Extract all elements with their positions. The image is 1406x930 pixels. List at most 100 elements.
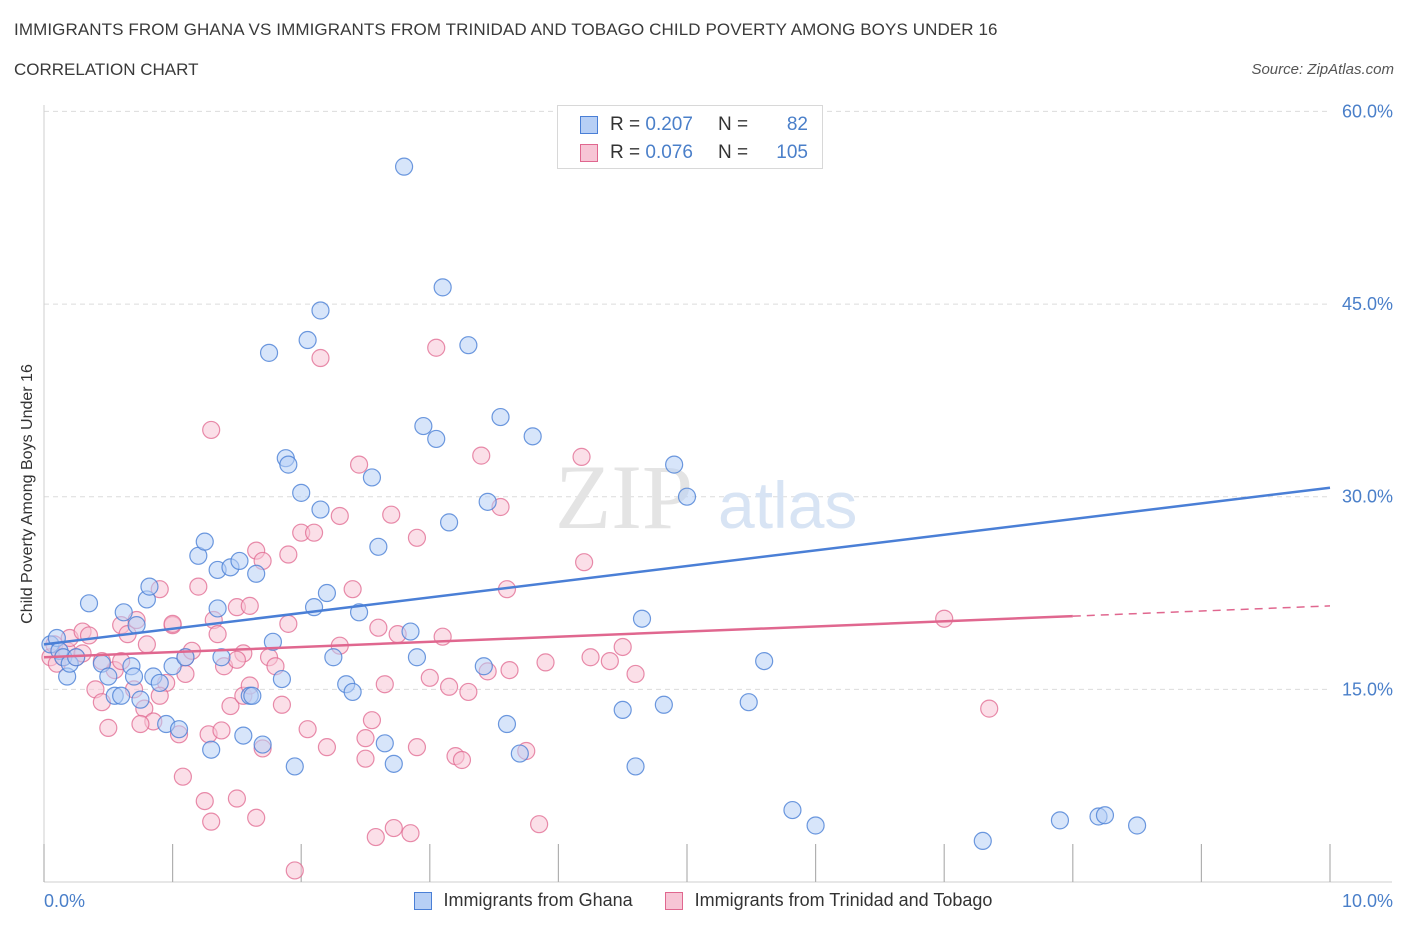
ghana-point xyxy=(369,537,388,556)
correlation-legend: R = 0.207 N = 82 R = 0.076 N = 105 xyxy=(557,105,823,169)
trinidad-trend-line xyxy=(43,614,1073,659)
ghana-point xyxy=(806,816,825,835)
trinidad-point xyxy=(536,653,555,672)
ghana-point xyxy=(243,686,262,705)
trinidad-point xyxy=(356,749,375,768)
trinidad-trend-extension xyxy=(1072,605,1331,617)
trend-lines xyxy=(43,486,1331,659)
ghana-point xyxy=(973,831,992,851)
ghana-point xyxy=(140,577,159,596)
trinidad-point xyxy=(420,668,439,687)
ghana-point xyxy=(163,657,182,676)
legend-label-trinidad: Immigrants from Trinidad and Tobago xyxy=(694,890,993,910)
ghana-point xyxy=(343,682,362,702)
trinidad-point xyxy=(439,677,459,696)
trinidad-point xyxy=(382,505,401,524)
ghana-point xyxy=(1127,816,1147,835)
trinidad-point xyxy=(221,696,240,716)
ghana-point xyxy=(401,622,420,641)
trinidad-point xyxy=(356,729,375,748)
trinidad-point xyxy=(500,660,519,680)
ghana-trend-line xyxy=(43,486,1331,646)
ghana-point xyxy=(665,455,684,474)
ghana-point xyxy=(632,609,652,628)
ghana-point xyxy=(114,603,133,622)
ghana-point xyxy=(259,343,279,362)
ghana-point xyxy=(384,754,403,773)
trinidad-point xyxy=(375,675,394,694)
legend-r-label: R = xyxy=(610,114,646,135)
trinidad-point xyxy=(131,714,150,734)
ghana-point xyxy=(127,616,146,635)
trinidad-point xyxy=(279,614,298,633)
trinidad-point xyxy=(626,664,645,684)
ghana-point xyxy=(427,429,446,449)
ghana-point xyxy=(783,800,802,820)
trinidad-point xyxy=(304,523,324,542)
ghana-point xyxy=(324,648,343,667)
trinidad-point xyxy=(202,812,221,831)
ghana-point xyxy=(626,757,645,776)
ghana-point xyxy=(375,734,394,753)
trinidad-point xyxy=(330,506,349,526)
ghana-point xyxy=(407,648,427,667)
ghana-point xyxy=(1050,811,1070,830)
trinidad-point xyxy=(572,447,591,466)
ghana-point xyxy=(311,301,330,320)
trinidad-point xyxy=(530,815,549,834)
trinidad-point xyxy=(427,338,446,357)
ghana-point xyxy=(523,427,542,446)
trinidad-point xyxy=(240,596,259,615)
trinidad-point xyxy=(343,580,362,599)
trinidad-point xyxy=(472,446,491,465)
ghana-point xyxy=(677,487,697,506)
ghana-point xyxy=(317,583,337,603)
y-tick-label: 30.0% xyxy=(1342,487,1393,507)
ghana-point xyxy=(272,669,292,689)
trinidad-point xyxy=(575,553,594,572)
ghana-point xyxy=(433,278,452,297)
ghana-point xyxy=(112,686,131,705)
ghana-point xyxy=(478,492,497,511)
trinidad-point xyxy=(600,652,619,671)
trinidad-point xyxy=(227,789,246,808)
ghana-point xyxy=(362,468,382,487)
ghana-point xyxy=(263,632,283,651)
legend-r-value-ghana: 0.207 xyxy=(645,114,693,135)
legend-n-label: N = xyxy=(718,114,749,135)
trinidad-point xyxy=(99,718,118,737)
trinidad-point xyxy=(79,626,99,645)
trinidad-point xyxy=(407,528,427,547)
ghana-point xyxy=(79,594,99,613)
ghana-point xyxy=(212,648,231,667)
ghana-point xyxy=(202,740,221,759)
legend-n-value-ghana: 82 xyxy=(786,114,808,135)
ghana-point xyxy=(169,720,189,739)
trinidad-point xyxy=(173,767,192,786)
ghana-point xyxy=(234,726,253,745)
legend-n-value-trinidad: 105 xyxy=(776,142,808,163)
legend-swatch-ghana xyxy=(413,891,432,910)
y-tick-label: 45.0% xyxy=(1342,294,1393,314)
series-legend: Immigrants from Ghana Immigrants from Tr… xyxy=(0,890,1406,911)
ghana-point xyxy=(755,652,774,671)
legend-swatch-ghana xyxy=(580,116,598,134)
trinidad-point xyxy=(285,861,304,880)
trinidad-point xyxy=(349,455,369,474)
trinidad-point xyxy=(311,348,330,368)
trinidad-point xyxy=(935,609,954,628)
ghana-points xyxy=(41,157,1147,851)
trinidad-point xyxy=(369,618,388,637)
ghana-point xyxy=(497,714,517,734)
ghana-point xyxy=(285,757,304,776)
trinidad-point xyxy=(208,625,227,644)
ghana-point xyxy=(654,695,673,714)
ghana-point xyxy=(208,599,227,618)
watermark: ZIP atlas xyxy=(555,446,857,548)
trinidad-point xyxy=(195,791,214,811)
ghana-point xyxy=(247,564,266,583)
ghana-point xyxy=(131,690,150,709)
trinidad-point xyxy=(227,650,246,669)
ghana-point xyxy=(99,667,118,686)
